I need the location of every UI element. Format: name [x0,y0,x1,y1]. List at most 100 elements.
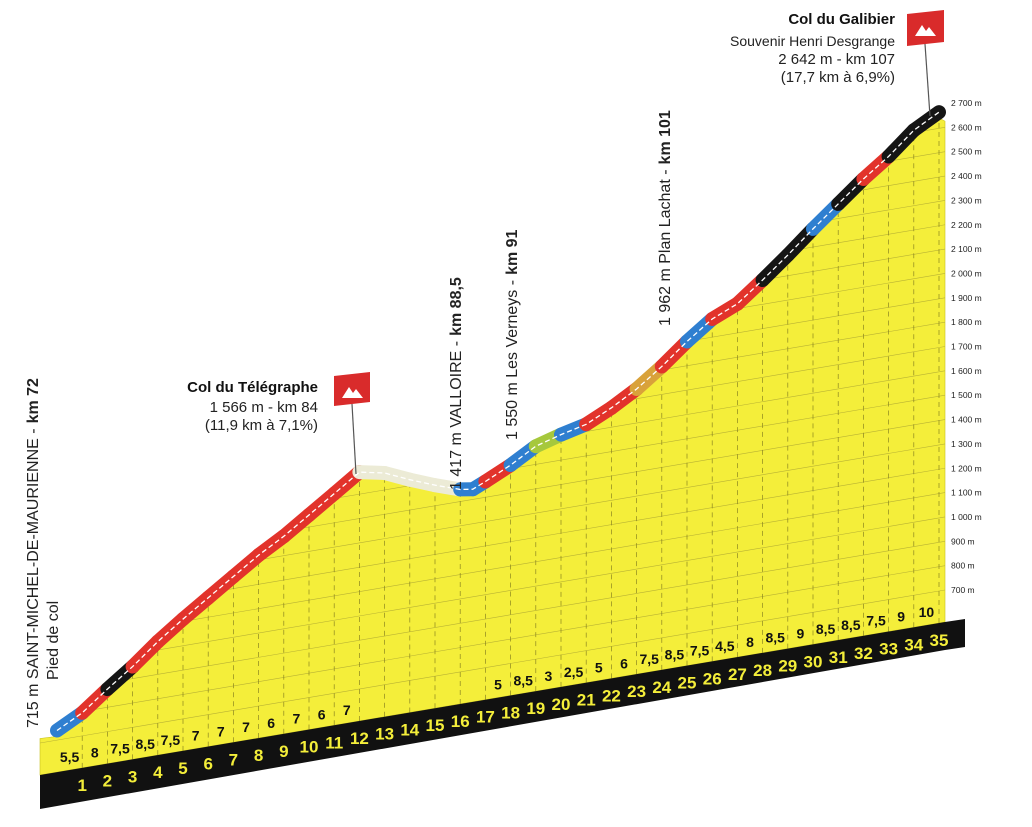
km-label: 16 [451,712,470,731]
grid-line [40,565,945,719]
waypoint-km: km 101 [657,110,674,164]
km-label: 23 [627,682,646,701]
gradient-label: 7 [217,723,225,739]
gradient-label: 8,5 [513,672,533,688]
y-tick-label: 1 800 m [951,317,982,327]
waypoint: 715 m SAINT-MICHEL-DE-MAURIENNE - km 72 [25,378,42,728]
gradient-label: 6 [267,715,275,731]
summit-note: 1 566 m - km 84 [210,399,318,416]
flag-pole [924,43,931,117]
waypoint-km: km 91 [504,229,521,274]
y-tick-label: 1 300 m [951,439,982,449]
y-tick-label: 900 m [951,536,975,546]
y-tick-label: 2 000 m [951,268,982,278]
summit-note: 2 642 m - km 107 [778,51,895,68]
waypoint-km: km 72 [25,378,42,423]
gradient-label: 7 [242,719,250,735]
axis-layer: 700 m 800 m 900 m 1 000 m 1 100 m 1 200 m 1 30… [951,98,982,595]
gradient-label: 8,5 [765,630,785,646]
gradient-label: 10 [919,604,935,620]
summit-note: Souvenir Henri Desgrange [730,33,895,49]
summit-name: Col du Télégraphe [187,379,318,396]
flag-pole [351,403,357,475]
km-label: 15 [426,716,445,735]
km-label: 17 [476,708,495,727]
waypoint-text: 1 962 m Plan Lachat - [657,169,674,326]
km-label: 3 [128,767,137,786]
km-label: 10 [300,738,319,757]
gradient-label: 8,5 [841,617,861,633]
km-label: 9 [279,742,288,761]
start-note: Pied de col [45,601,62,680]
road-centerline [56,111,940,732]
y-tick-label: 1 500 m [951,390,982,400]
gradient-label: 7,5 [866,613,886,629]
gradient-label: 8 [746,634,754,650]
gradient-label: 5,5 [60,749,80,765]
gradient-label: 6 [620,655,628,671]
gradient-label: 8,5 [816,621,836,637]
y-tick-label: 2 400 m [951,171,982,181]
y-tick-label: 1 200 m [951,463,982,473]
gradient-label: 7 [293,711,301,727]
y-tick-label: 2 700 m [951,98,982,108]
strip-layer: 1 2 3 4 5 6 7 8 9 10 11 12 13 14 15 16 17 18 19 20 21 22 23 24 2… [40,604,965,809]
km-label: 19 [526,699,545,718]
km-label: 5 [178,759,187,778]
gradient-label: 6 [318,706,326,722]
km-label: 14 [400,720,419,739]
km-label: 26 [703,669,722,688]
gradient-label: 8,5 [135,736,155,752]
km-label: 18 [501,703,520,722]
gradient-label: 5 [595,660,603,676]
km-label: 22 [602,686,621,705]
y-tick-label: 1 600 m [951,366,982,376]
summit-name: Col du Galibier [788,11,895,28]
flag [907,10,944,46]
y-tick-label: 1 900 m [951,293,982,303]
y-tick-label: 2 200 m [951,220,982,230]
summit-note: (11,9 km à 7,1%) [205,417,318,434]
km-label: 32 [854,644,873,663]
y-tick-label: 2 300 m [951,195,982,205]
flag [334,372,370,406]
y-tick-label: 800 m [951,561,975,571]
y-tick-label: 2 100 m [951,244,982,254]
gradient-label: 7,5 [161,732,181,748]
km-label: 28 [753,661,772,680]
km-label: 21 [577,691,596,710]
km-label: 6 [203,755,212,774]
km-label: 33 [879,640,898,659]
waypoint: 1 550 m Les Verneys - km 91 [504,229,521,440]
gradient-label: 7,5 [110,740,130,756]
km-label: 25 [678,674,697,693]
y-tick-label: 700 m [951,585,975,595]
km-label: 13 [375,725,394,744]
summit-note: (17,7 km à 6,9%) [781,69,895,86]
km-label: 8 [254,746,263,765]
gradient-label: 2,5 [564,664,584,680]
gradient-label: 8 [91,745,99,761]
km-label: 1 [77,776,86,795]
y-tick-label: 1 700 m [951,342,982,352]
profile-area [39,117,946,776]
km-label: 34 [904,635,923,654]
km-label: 11 [325,733,343,752]
y-tick-label: 1 400 m [951,415,982,425]
gradient-label: 7,5 [690,642,710,658]
gradient-label: 7 [192,728,200,744]
y-tick-label: 1 100 m [951,488,982,498]
gradient-label: 4,5 [715,638,735,654]
waypoint: 1 417 m VALLOIRE - km 88,5 [448,277,465,490]
km-label: 24 [652,678,671,697]
km-label: 7 [229,750,238,769]
waypoint-text: 1 417 m VALLOIRE - [448,341,465,490]
gradient-label: 5 [494,677,502,693]
km-label: 20 [552,695,571,714]
km-strip [40,619,965,809]
waypoint-km: km 88,5 [448,277,465,336]
gradient-label: 9 [897,608,905,624]
km-label: 12 [350,729,369,748]
km-label: 4 [153,763,163,782]
